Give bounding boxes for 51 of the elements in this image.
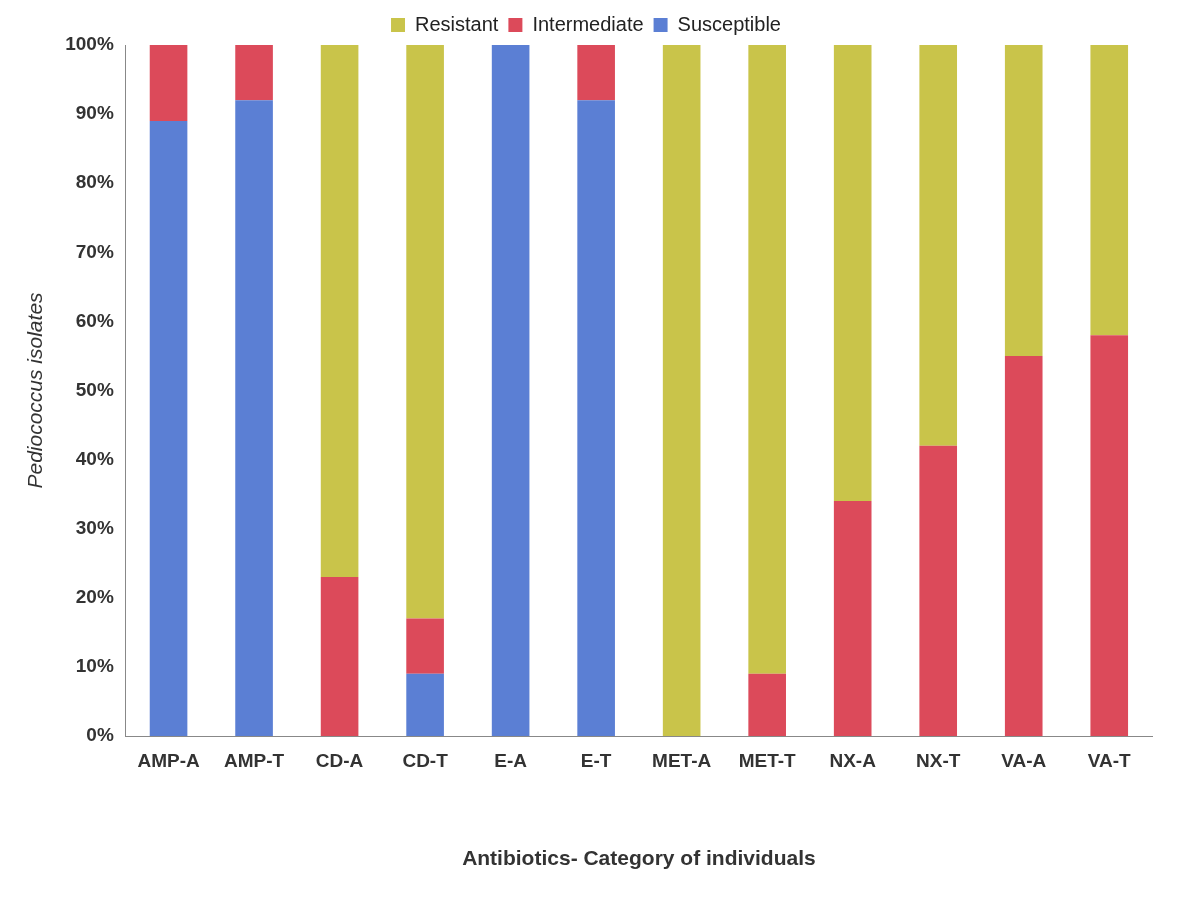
legend-label: Intermediate [532, 12, 644, 35]
bar [1004, 355, 1043, 736]
y-tick-label: 30% [75, 516, 114, 538]
legend-label: Resistant [415, 12, 499, 35]
bar [919, 445, 958, 736]
bar [406, 45, 444, 619]
bar [577, 100, 615, 736]
bar [919, 45, 958, 446]
y-tick-label: 80% [75, 171, 114, 193]
y-tick-label: 40% [75, 447, 114, 469]
x-tick-label: VA-A [1001, 749, 1047, 771]
bar [1090, 45, 1129, 336]
bar [577, 45, 615, 101]
x-tick-label: AMP-T [223, 749, 285, 771]
x-tick-label: CD-A [315, 749, 364, 771]
bar [235, 45, 273, 101]
bar [406, 618, 444, 674]
x-tick-label: NX-T [916, 749, 961, 771]
y-tick-label: 20% [75, 586, 114, 608]
bar [662, 45, 701, 736]
y-tick-label: 90% [75, 102, 114, 124]
y-tick-label: 50% [75, 378, 114, 400]
bar [320, 577, 359, 736]
y-tick-label: 70% [75, 240, 114, 262]
bar [748, 45, 786, 674]
x-tick-label: VA-T [1087, 749, 1132, 771]
bar [1004, 45, 1043, 356]
bar [833, 501, 872, 736]
y-tick-label: 100% [65, 33, 114, 55]
bar [149, 45, 188, 122]
legend-label: Susceptible [677, 12, 781, 35]
bar [406, 673, 444, 736]
y-tick-label: 10% [75, 655, 114, 677]
x-tick-label: E-A [494, 749, 528, 771]
bar [235, 100, 273, 736]
bar [491, 45, 530, 736]
bar [833, 45, 872, 502]
y-tick-label: 0% [86, 724, 114, 746]
x-tick-label: NX-A [829, 749, 877, 771]
y-tick-label: 60% [75, 309, 114, 331]
bar [1090, 335, 1129, 736]
bar [748, 673, 786, 736]
x-tick-label: AMP-A [137, 749, 200, 771]
x-tick-label: CD-T [402, 749, 449, 771]
x-tick-label: MET-T [738, 749, 797, 771]
bar [320, 45, 359, 578]
x-tick-label: MET-A [652, 749, 712, 771]
bar [149, 121, 188, 736]
x-axis-title: Antibiotics- Category of individuals [462, 846, 816, 870]
x-tick-label: E-T [580, 749, 612, 771]
y-axis-title: Pediococcus isolates [23, 291, 47, 489]
